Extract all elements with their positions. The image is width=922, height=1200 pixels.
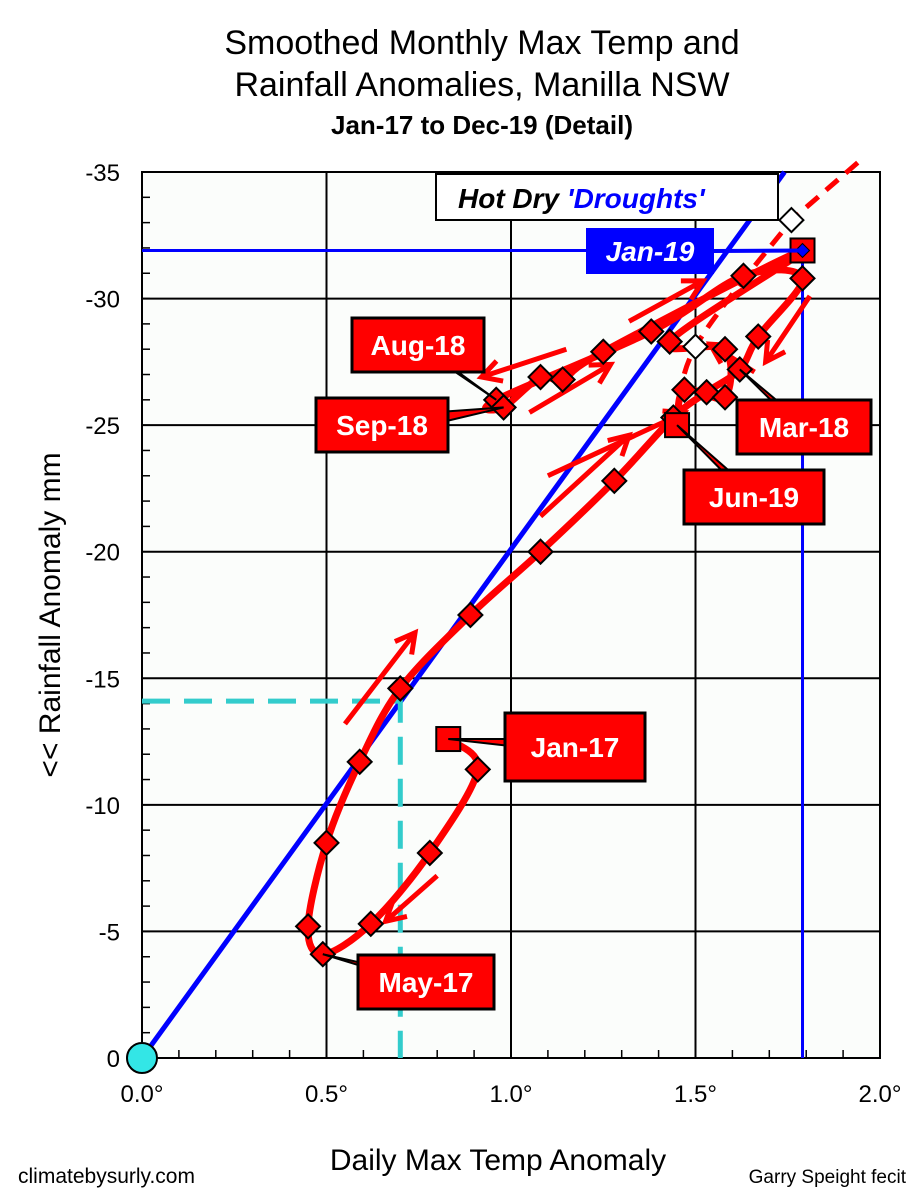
label-jan-17: Jan-17: [448, 711, 647, 783]
direction-arrow: [538, 431, 633, 519]
y-tick-label: -20: [85, 540, 120, 567]
label-may-17: May-17: [322, 953, 496, 1011]
label-pointer: [713, 248, 803, 253]
data-point: [294, 912, 322, 940]
chart-title-line2: Rainfall Anomalies, Manilla NSW: [234, 66, 729, 104]
x-tick-label: 1.0°: [490, 1081, 533, 1108]
data-point: [744, 323, 772, 350]
data-point: [671, 376, 698, 404]
y-axis-label: << Rainfall Anomaly mm: [34, 452, 67, 777]
label-box: [503, 711, 647, 783]
chart-title: Smoothed Monthly Max Temp and: [224, 24, 739, 62]
data-point: [527, 363, 554, 391]
y-tick-label: -25: [85, 413, 120, 440]
label-text: Mar-18: [759, 412, 849, 443]
y-tick-label: -35: [85, 160, 120, 187]
direction-arrow: [476, 346, 568, 384]
data-point: [637, 318, 665, 345]
data-point: [456, 601, 484, 629]
label-box: [735, 398, 873, 456]
chart-subtitle: Jan-17 to Dec-19 (Detail): [331, 110, 633, 140]
data-point: [600, 467, 628, 495]
y-tick-label: -10: [85, 793, 120, 820]
data-point: [416, 839, 444, 867]
y-tick-label: -5: [99, 919, 120, 946]
x-tick-label: 2.0°: [859, 1081, 902, 1108]
label-sep-18: Sep-18: [314, 396, 504, 454]
direction-arrow: [342, 628, 419, 726]
footer-credit: Garry Speight fecit: [749, 1167, 907, 1188]
label-text: Aug-18: [371, 330, 466, 361]
label-aug-18: Aug-18: [350, 316, 497, 401]
label-text: Jun-19: [709, 482, 799, 513]
legend-hot-dry: Hot Dry: [458, 183, 567, 214]
label-jun-19: Jun-19: [676, 424, 826, 526]
data-point: [730, 262, 757, 290]
origin-marker: [126, 1042, 158, 1074]
legend-box: Hot Dry 'Droughts': [435, 173, 779, 221]
y-tick-label: -15: [85, 666, 120, 693]
data-point: [346, 748, 374, 776]
label-text: May-17: [379, 967, 474, 998]
data-point: [789, 264, 816, 292]
data-point: [711, 383, 739, 411]
series-line-projected: [674, 157, 864, 426]
direction-arrow: [762, 294, 812, 367]
label-box: [586, 228, 714, 274]
legend-text: Hot Dry 'Droughts': [458, 183, 706, 214]
data-point: [549, 366, 577, 393]
data-point-blue: [794, 242, 811, 259]
y-tick-label: 0: [107, 1046, 120, 1073]
data-point: [656, 328, 684, 356]
data-point: [682, 333, 709, 361]
data-point: [527, 538, 554, 566]
label-text: Sep-18: [336, 410, 428, 441]
legend-droughts: 'Droughts': [567, 183, 706, 214]
data-point: [711, 335, 739, 363]
data-point: [357, 910, 385, 938]
label-box: [682, 468, 826, 526]
label-text: Jan-17: [531, 732, 620, 763]
direction-arrow: [381, 873, 439, 925]
data-point: [589, 338, 617, 366]
label-text: Jan-19: [606, 236, 695, 267]
x-axis-label: Daily Max Temp Anomaly: [330, 1144, 666, 1177]
footer-site: climatebysurly.com: [18, 1165, 195, 1188]
label-mar-18: Mar-18: [735, 368, 873, 456]
label-box: [356, 953, 496, 1011]
direction-arrow: [528, 361, 616, 415]
direction-arrow: [627, 278, 708, 324]
label-jan-19: Jan-19: [586, 228, 803, 274]
x-tick-label: 0.5°: [305, 1081, 348, 1108]
label-box: [314, 396, 450, 454]
data-point: [778, 206, 805, 234]
data-point: [386, 674, 414, 702]
data-point: [313, 829, 340, 857]
data-point: [464, 756, 492, 783]
x-tick-label: 0.0°: [121, 1081, 164, 1108]
x-tick-label: 1.5°: [674, 1081, 717, 1108]
y-tick-label: -30: [85, 287, 120, 314]
label-box: [350, 316, 486, 374]
